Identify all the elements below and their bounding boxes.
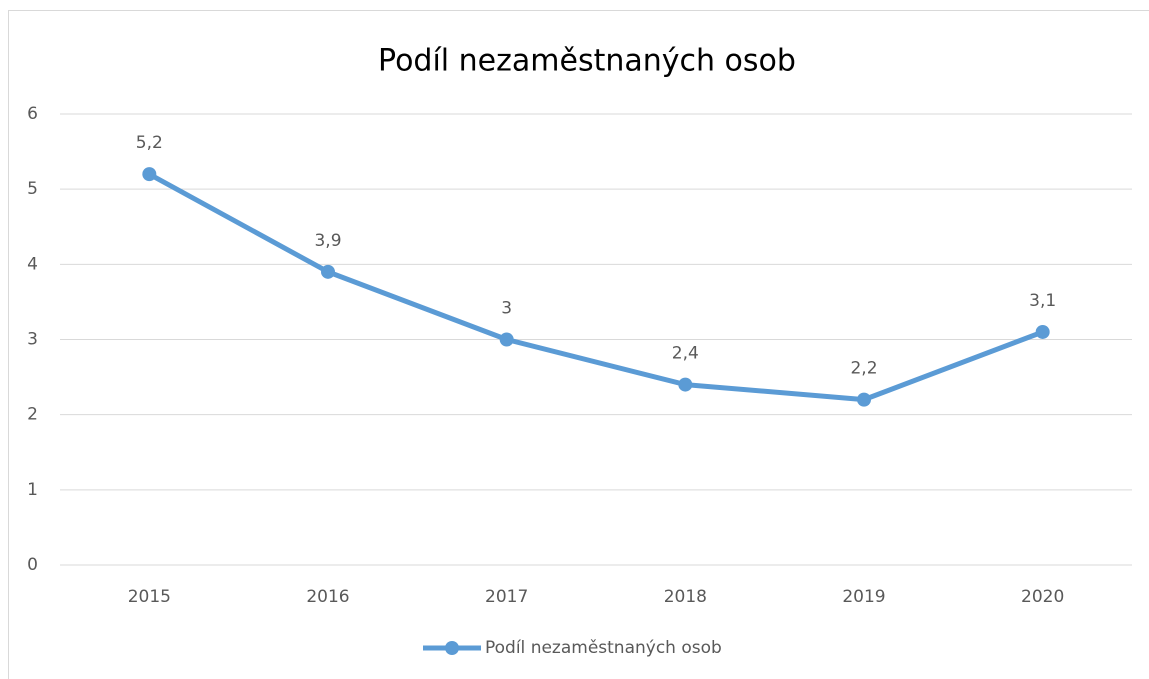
legend-marker <box>445 641 459 655</box>
chart-border <box>8 10 1149 679</box>
chart-title: Podíl nezaměstnaných osob <box>378 44 796 79</box>
x-tick-label: 2018 <box>664 587 707 607</box>
x-tick-label: 2016 <box>306 587 349 607</box>
y-tick-label: 1 <box>27 480 38 500</box>
data-label: 2,4 <box>672 344 699 364</box>
data-label: 3 <box>501 299 512 319</box>
y-tick-label: 2 <box>27 405 38 425</box>
data-label: 5,2 <box>136 133 163 153</box>
point <box>321 264 335 279</box>
x-tick-label: 2020 <box>1021 587 1064 607</box>
legend-label: Podíl nezaměstnaných osob <box>485 638 722 658</box>
y-tick-label: 3 <box>27 330 38 350</box>
y-tick-label: 5 <box>27 179 38 199</box>
data-label: 3,1 <box>1029 291 1056 311</box>
point <box>678 377 693 392</box>
series-line <box>148 171 1044 403</box>
data-label: 2,2 <box>850 359 877 379</box>
point <box>142 167 157 182</box>
x-tick-label: 2017 <box>485 587 528 607</box>
point <box>499 332 514 347</box>
y-tick-label: 6 <box>27 104 38 124</box>
x-tick-label: 2015 <box>128 587 171 607</box>
y-tick-label: 4 <box>27 254 38 274</box>
point <box>857 392 871 407</box>
point <box>1035 324 1050 339</box>
y-tick-label: 0 <box>27 555 38 575</box>
data-label: 3,9 <box>314 231 341 251</box>
x-tick-label: 2019 <box>842 587 885 607</box>
